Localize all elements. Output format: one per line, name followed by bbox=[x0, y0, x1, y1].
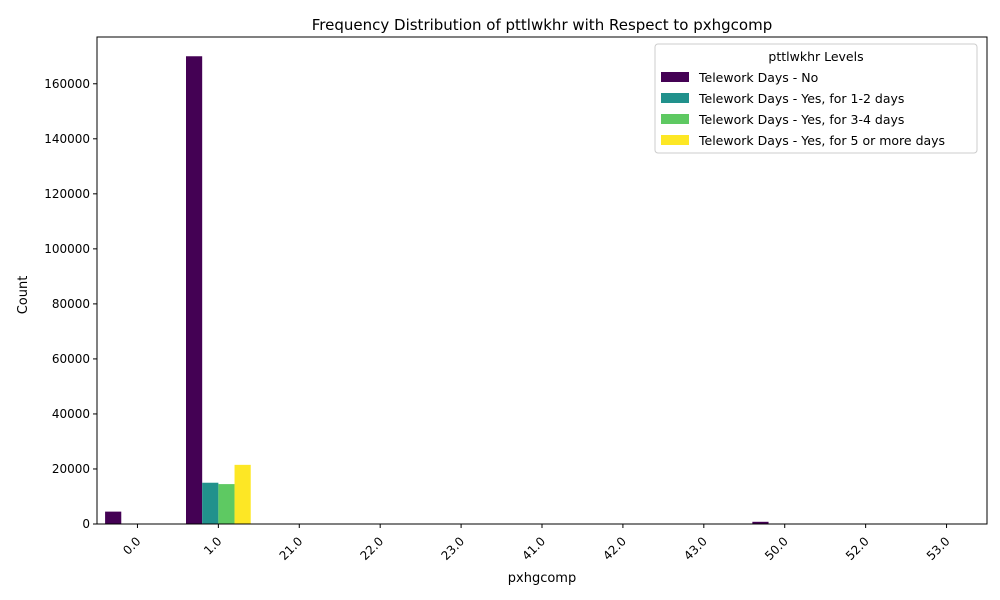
y-tick-label: 160000 bbox=[44, 77, 90, 91]
y-tick-label: 20000 bbox=[52, 462, 90, 476]
x-axis-label: pxhgcomp bbox=[508, 571, 576, 586]
x-tick-label: 42.0 bbox=[600, 534, 629, 563]
y-tick-label: 100000 bbox=[44, 242, 90, 256]
x-tick-label: 53.0 bbox=[924, 534, 953, 563]
y-tick-label: 120000 bbox=[44, 187, 90, 201]
bars bbox=[105, 56, 769, 524]
x-tick-label: 52.0 bbox=[843, 534, 872, 563]
x-tick-label: 1.0 bbox=[201, 534, 224, 557]
x-axis: 0.0 1.0 21.0 22.0 23.0 41.0 42.0 43.0 50.0 52.0 53… bbox=[120, 524, 953, 563]
x-tick-label: 23.0 bbox=[438, 534, 467, 563]
x-tick-label: 22.0 bbox=[358, 534, 387, 563]
legend-label: Telework Days - Yes, for 3-4 days bbox=[698, 112, 904, 127]
y-tick-label: 80000 bbox=[52, 297, 90, 311]
legend-label: Telework Days - Yes, for 5 or more days bbox=[698, 133, 945, 148]
bar bbox=[202, 482, 219, 524]
legend-swatch bbox=[661, 114, 689, 124]
y-tick-label: 60000 bbox=[52, 352, 90, 366]
plot-frame bbox=[96, 36, 988, 525]
legend-swatch bbox=[661, 135, 689, 145]
bar bbox=[218, 484, 235, 524]
chart-title: Frequency Distribution of pttlwkhr with … bbox=[312, 16, 772, 34]
bar bbox=[105, 511, 122, 524]
y-axis-label: Count bbox=[16, 276, 31, 315]
bar bbox=[752, 521, 769, 524]
legend-box bbox=[654, 43, 978, 154]
x-tick-label: 41.0 bbox=[519, 534, 548, 563]
y-tick-label: 0 bbox=[82, 517, 90, 531]
x-tick-label: 0.0 bbox=[120, 534, 143, 557]
legend: pttlwkhr Levels Telework Days - No Telewor… bbox=[654, 43, 978, 154]
y-tick-label: 40000 bbox=[52, 407, 90, 421]
legend-label: Telework Days - Yes, for 1-2 days bbox=[698, 91, 904, 106]
x-tick-label: 50.0 bbox=[762, 534, 791, 563]
legend-title: pttlwkhr Levels bbox=[768, 49, 863, 64]
x-tick-label: 21.0 bbox=[277, 534, 306, 563]
legend-swatch bbox=[661, 72, 689, 82]
legend-swatch bbox=[661, 93, 689, 103]
x-tick-label: 43.0 bbox=[681, 534, 710, 563]
y-axis: 0 20000 40000 60000 80000 100000 120000 140000 1… bbox=[44, 77, 97, 531]
bar bbox=[186, 56, 203, 524]
legend-label: Telework Days - No bbox=[698, 70, 818, 85]
y-tick-label: 140000 bbox=[44, 132, 90, 146]
bar bbox=[234, 464, 251, 524]
